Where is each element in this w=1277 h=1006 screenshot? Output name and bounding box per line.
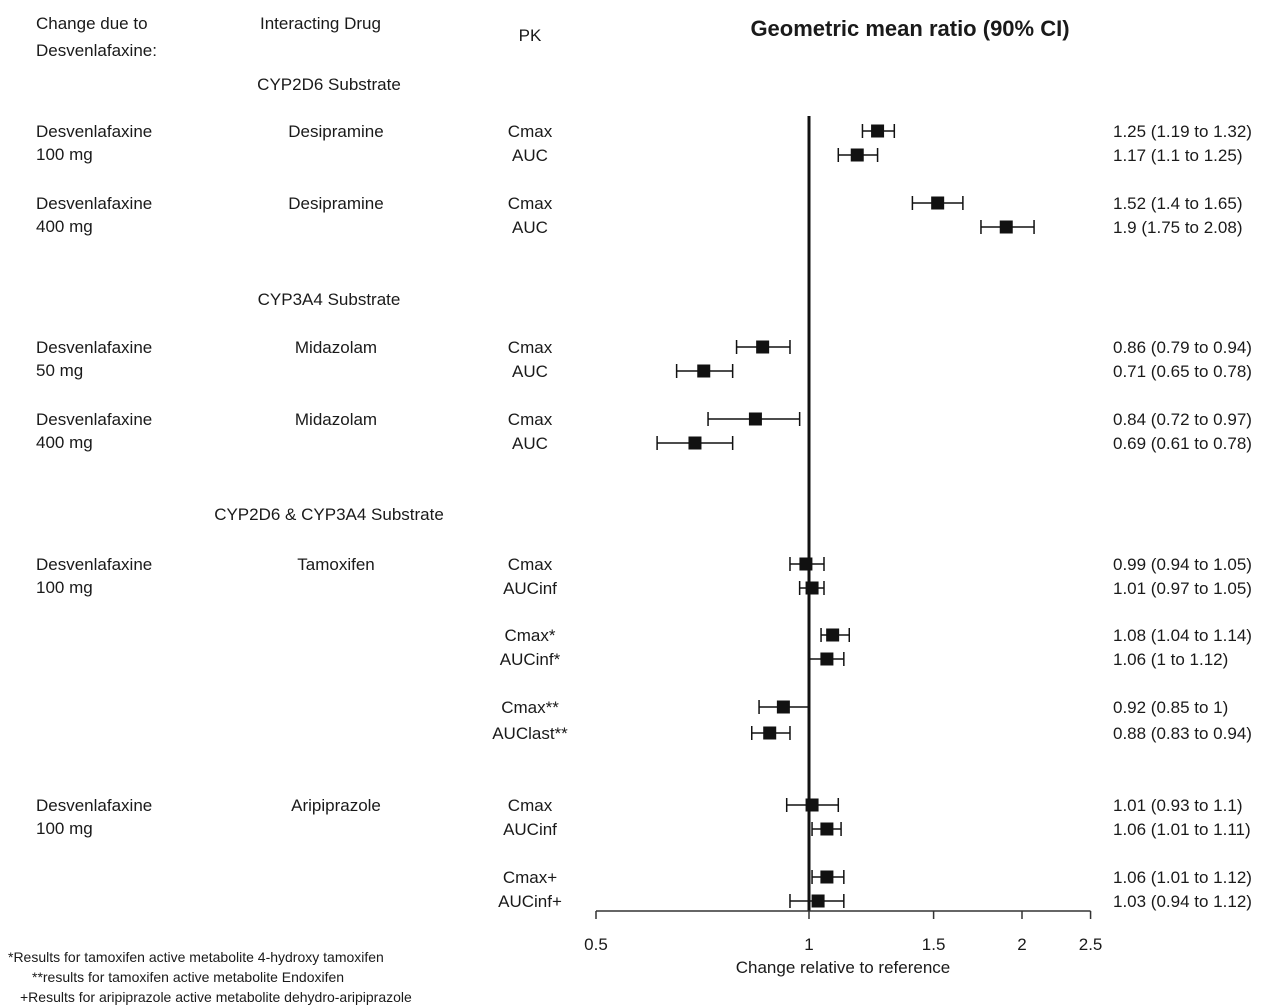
row-value-label: 1.06 (1.01 to 1.11) (1113, 820, 1251, 839)
x-tick-label: 0.5 (584, 935, 608, 954)
row-pk-label: Cmax (508, 410, 553, 429)
group-dose-line2: 400 mg (36, 217, 93, 236)
x-tick-label: 1.5 (922, 935, 946, 954)
row-pk-label: Cmax (508, 338, 553, 357)
row-value-label: 0.88 (0.83 to 0.94) (1113, 724, 1252, 743)
x-tick-label: 1 (804, 935, 813, 954)
row-pk-label: Cmax** (501, 698, 559, 717)
gmr-marker (999, 220, 1013, 234)
gmr-marker (820, 652, 834, 666)
gmr-marker (697, 364, 711, 378)
gmr-marker (805, 581, 819, 595)
row-value-label: 1.25 (1.19 to 1.32) (1113, 122, 1252, 141)
row-pk-label: AUC (512, 434, 548, 453)
gmr-marker (820, 870, 834, 884)
x-tick-label: 2 (1017, 935, 1026, 954)
x-axis-label: Change relative to reference (736, 958, 951, 977)
row-pk-label: Cmax (508, 796, 553, 815)
row-value-label: 1.9 (1.75 to 2.08) (1113, 218, 1242, 237)
row-value-label: 0.99 (0.94 to 1.05) (1113, 555, 1252, 574)
group-dose-line2: 100 mg (36, 145, 93, 164)
group-drug-label: Midazolam (295, 338, 377, 357)
gmr-marker (811, 894, 825, 908)
row-value-label: 1.03 (0.94 to 1.12) (1113, 892, 1252, 911)
x-tick-label: 2.5 (1079, 935, 1103, 954)
row-value-label: 1.01 (0.97 to 1.05) (1113, 579, 1252, 598)
section-label-cyp2d6-cyp3a4: CYP2D6 & CYP3A4 Substrate (214, 505, 444, 524)
gmr-marker (799, 557, 813, 571)
row-value-label: 1.06 (1.01 to 1.12) (1113, 868, 1252, 887)
group-drug-label: Aripiprazole (291, 796, 381, 815)
gmr-marker (850, 148, 864, 162)
row-pk-label: AUC (512, 218, 548, 237)
row-value-label: 0.86 (0.79 to 0.94) (1113, 338, 1252, 357)
row-pk-label: Cmax+ (503, 868, 557, 887)
gmr-marker (763, 726, 777, 740)
group-dose-line1: Desvenlafaxine (36, 555, 152, 574)
row-pk-label: Cmax (508, 122, 553, 141)
footnote-2: **results for tamoxifen active metabolit… (32, 969, 344, 985)
gmr-marker (826, 628, 840, 642)
group-dose-line2: 100 mg (36, 819, 93, 838)
row-pk-label: Cmax (508, 194, 553, 213)
section-label-cyp3a4: CYP3A4 Substrate (258, 290, 401, 309)
row-value-label: 1.08 (1.04 to 1.14) (1113, 626, 1252, 645)
header-pk: PK (519, 26, 542, 45)
row-pk-label: AUC (512, 362, 548, 381)
row-value-label: 1.17 (1.1 to 1.25) (1113, 146, 1242, 165)
group-dose-line2: 100 mg (36, 578, 93, 597)
row-pk-label: AUCinf+ (498, 892, 562, 911)
row-pk-label: AUClast** (492, 724, 568, 743)
row-pk-label: AUCinf (503, 820, 557, 839)
group-dose-line1: Desvenlafaxine (36, 796, 152, 815)
group-drug-label: Desipramine (288, 122, 383, 141)
gmr-marker (748, 412, 762, 426)
group-dose-line1: Desvenlafaxine (36, 122, 152, 141)
gmr-marker (871, 124, 885, 138)
row-pk-label: Cmax* (504, 626, 555, 645)
row-value-label: 0.69 (0.61 to 0.78) (1113, 434, 1252, 453)
row-value-label: 1.52 (1.4 to 1.65) (1113, 194, 1242, 213)
header-interacting-drug: Interacting Drug (260, 14, 381, 33)
group-dose-line2: 400 mg (36, 433, 93, 452)
gmr-marker (805, 798, 819, 812)
row-value-label: 1.01 (0.93 to 1.1) (1113, 796, 1242, 815)
group-drug-label: Desipramine (288, 194, 383, 213)
row-pk-label: AUC (512, 146, 548, 165)
gmr-marker (688, 436, 702, 450)
gmr-marker (931, 196, 945, 210)
group-dose-line1: Desvenlafaxine (36, 338, 152, 357)
row-pk-label: Cmax (508, 555, 553, 574)
group-dose-line2: 50 mg (36, 361, 83, 380)
row-pk-label: AUCinf (503, 579, 557, 598)
footnote-3: +Results for aripiprazole active metabol… (20, 989, 412, 1005)
section-label-cyp2d6: CYP2D6 Substrate (257, 75, 401, 94)
row-value-label: 0.71 (0.65 to 0.78) (1113, 362, 1252, 381)
row-value-label: 0.84 (0.72 to 0.97) (1113, 410, 1252, 429)
footnote-1: *Results for tamoxifen active metabolite… (8, 949, 384, 965)
chart-title: Geometric mean ratio (90% CI) (750, 16, 1069, 41)
row-value-label: 0.92 (0.85 to 1) (1113, 698, 1228, 717)
row-value-label: 1.06 (1 to 1.12) (1113, 650, 1228, 669)
header-change-line1: Change due to (36, 14, 148, 33)
gmr-marker (820, 822, 834, 836)
group-dose-line1: Desvenlafaxine (36, 410, 152, 429)
row-pk-label: AUCinf* (500, 650, 561, 669)
group-drug-label: Tamoxifen (297, 555, 374, 574)
group-drug-label: Midazolam (295, 410, 377, 429)
gmr-marker (776, 700, 790, 714)
header-change-line2: Desvenlafaxine: (36, 41, 157, 60)
plot-area: 0.5 1 1.5 2 2.5 Desvenlafaxine 100 mg Desiprami… (36, 116, 1252, 954)
group-dose-line1: Desvenlafaxine (36, 194, 152, 213)
gmr-marker (756, 340, 770, 354)
